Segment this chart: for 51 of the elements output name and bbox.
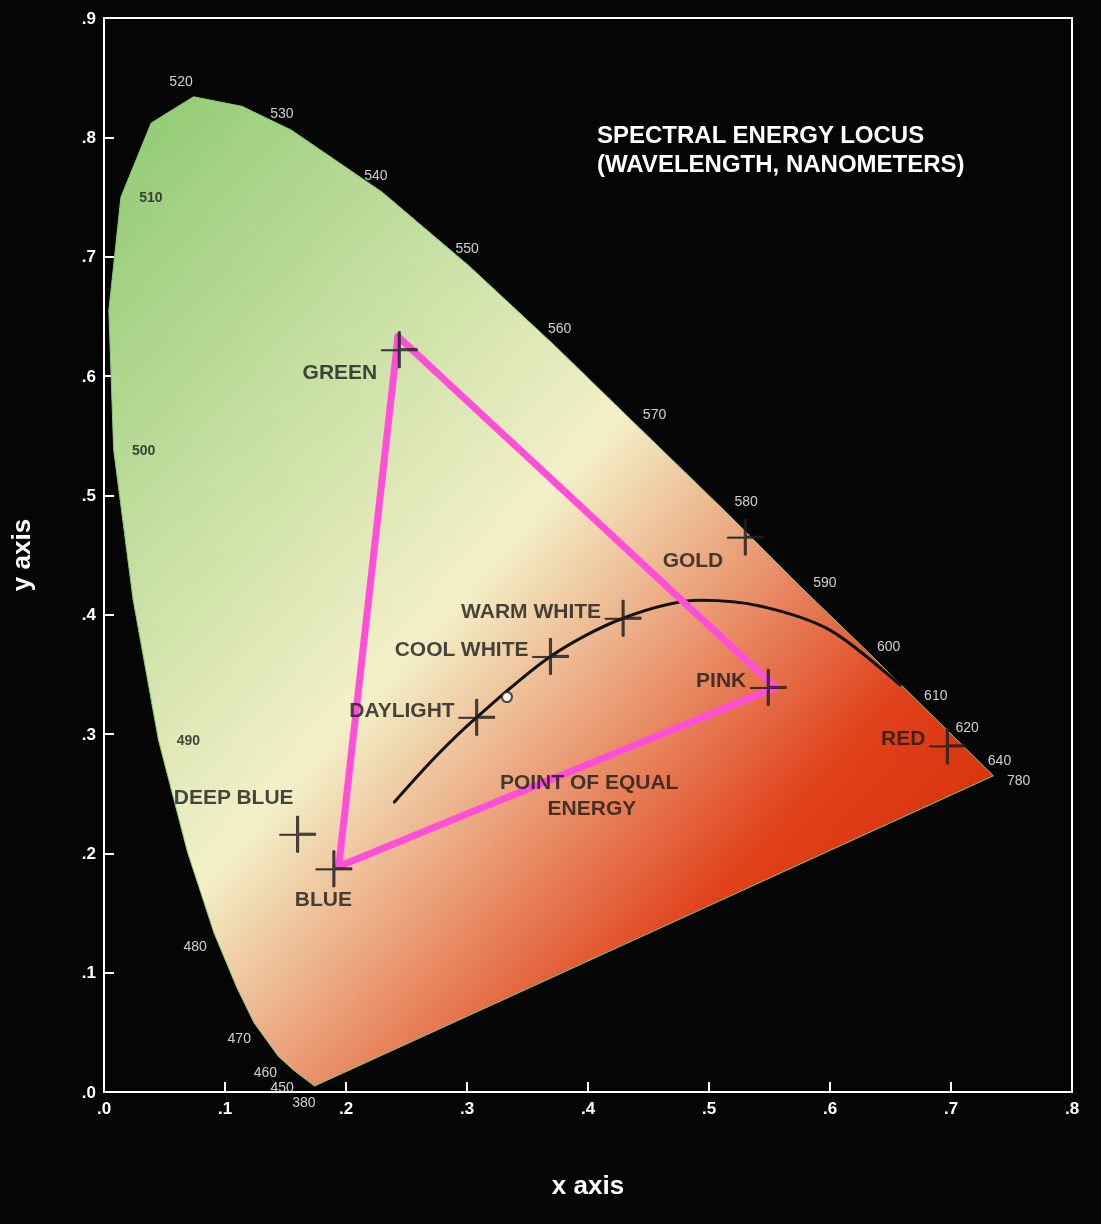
y-tick-label: .3	[81, 724, 96, 744]
y-tick-label: .6	[81, 366, 96, 386]
annotation: BLUE	[294, 887, 352, 911]
x-tick-label: .3	[459, 1099, 475, 1118]
annotation: 480	[183, 937, 208, 954]
x-axis-title: x axis	[551, 1170, 625, 1200]
x-tick-label: .6	[822, 1099, 838, 1118]
annotation: 560	[547, 320, 572, 337]
annotation: 380	[292, 1094, 316, 1111]
annotation: 610	[924, 686, 948, 703]
annotation: 620	[955, 718, 979, 735]
x-tick-label: .5	[701, 1099, 717, 1118]
y-tick-label: .4	[81, 605, 97, 625]
annotation: 470	[227, 1029, 252, 1046]
annotation: RED	[881, 726, 926, 750]
y-tick-label: .2	[81, 843, 96, 863]
annotation: 780	[1007, 771, 1031, 788]
x-tick-label: .0	[96, 1099, 112, 1118]
annotation: COOL WHITE	[394, 636, 529, 660]
annotation: SPECTRAL ENERGY LOCUS (WAVELENGTH, NANOMETERS)	[597, 121, 965, 177]
annotation: 590	[813, 573, 837, 590]
annotation: 460	[253, 1063, 278, 1080]
y-axis-title: y axis	[6, 518, 36, 592]
y-tick-label: .5	[81, 485, 96, 505]
y-tick-label: .7	[81, 247, 96, 267]
x-tick-label: .2	[338, 1099, 354, 1118]
x-tick-label: .4	[580, 1099, 596, 1118]
annotation: 490	[176, 731, 201, 748]
x-tick-label: .1	[217, 1099, 233, 1118]
annotation: 550	[455, 240, 480, 257]
annotation: 640	[987, 752, 1012, 769]
annotation: 540	[364, 166, 388, 183]
y-tick-label: .1	[81, 963, 96, 983]
annotation: 520	[169, 72, 193, 89]
y-tick-label: .8	[81, 127, 96, 147]
annotation: GREEN	[302, 360, 378, 384]
annotation: 510	[139, 189, 163, 205]
y-tick-label: .0	[81, 1082, 96, 1102]
x-tick-label: .7	[943, 1099, 959, 1118]
annotation: GOLD	[662, 547, 724, 571]
annotation: 500	[132, 441, 156, 458]
annotation: WARM WHITE	[461, 598, 602, 622]
text: POINT OF EQUAL ENERGY	[499, 769, 684, 819]
x-tick-label: .8	[1064, 1099, 1080, 1118]
annotation: 600	[876, 638, 901, 655]
annotation: 570	[642, 406, 667, 423]
y-tick-label: .9	[81, 8, 96, 28]
annotation: 580	[734, 492, 759, 509]
annotation: DEEP BLUE	[173, 784, 294, 808]
annotation: 530	[270, 105, 294, 122]
annotation: PINK	[696, 667, 747, 691]
